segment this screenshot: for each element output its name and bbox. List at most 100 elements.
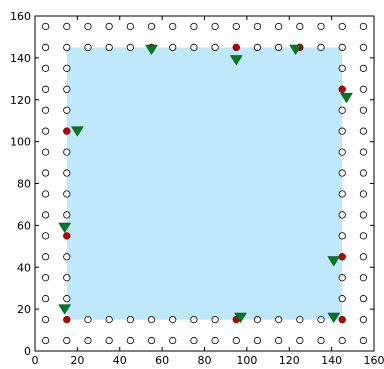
grid-point: [190, 315, 198, 324]
red-point: [338, 253, 346, 261]
grid-point: [41, 64, 50, 72]
grid-point: [63, 169, 71, 177]
x-tick-label: 0: [32, 354, 39, 367]
y-tick-label: 160: [10, 10, 31, 23]
x-axis: 0 20 40 60 80 100 120 140 160: [32, 16, 384, 367]
grid-point: [359, 22, 368, 31]
grid-point: [63, 253, 71, 261]
grid-point: [41, 190, 50, 198]
grid-point: [41, 295, 50, 303]
red-point: [338, 316, 346, 324]
y-axis: 0 20 40 60 80 100 120 140 160: [10, 10, 374, 358]
grid-point: [41, 274, 50, 282]
grid-point: [359, 295, 368, 303]
green-triangles-layer: [58, 44, 353, 324]
grid-point: [41, 315, 50, 324]
grid-point: [338, 190, 346, 198]
grid-point: [147, 315, 156, 324]
shaded-region: [66, 47, 343, 320]
grid-point: [63, 336, 71, 345]
grid-point: [126, 43, 134, 52]
grid-point: [317, 336, 325, 345]
grid-point: [169, 315, 177, 324]
grid-point: [126, 315, 134, 324]
grid-point: [169, 336, 177, 345]
grid-point: [359, 85, 368, 93]
grid-point: [41, 43, 50, 52]
green-triangle: [58, 222, 72, 234]
grid-point: [359, 232, 368, 240]
grid-point: [296, 315, 304, 324]
grid-point: [41, 22, 50, 31]
red-point: [63, 127, 71, 135]
y-tick-label: 120: [10, 94, 31, 107]
y-tick-label: 0: [24, 345, 31, 358]
grid-point: [338, 22, 346, 31]
grid-point: [105, 22, 113, 31]
grid-point: [41, 336, 50, 345]
grid-point: [41, 211, 50, 219]
grid-point: [84, 22, 92, 31]
grid-point: [359, 169, 368, 177]
grid-point: [296, 22, 304, 31]
grid-point: [359, 211, 368, 219]
red-point: [232, 43, 240, 51]
grid-point: [169, 22, 177, 31]
grid-point: [63, 190, 71, 198]
grid-point: [253, 22, 262, 31]
grid-point: [253, 315, 262, 324]
grid-point: [359, 253, 368, 261]
grid-point: [359, 315, 368, 324]
grid-point: [211, 43, 219, 52]
grid-point: [317, 43, 325, 52]
y-tick-label: 40: [17, 261, 31, 274]
grid-point: [359, 336, 368, 345]
green-triangle: [229, 55, 243, 66]
grid-point: [147, 336, 156, 345]
grid-point: [147, 22, 156, 31]
red-points-layer: [63, 43, 346, 324]
grid-point: [359, 64, 368, 72]
red-point: [63, 316, 71, 324]
grid-point: [126, 22, 134, 31]
green-triangle: [327, 312, 341, 324]
x-tick-label: 120: [279, 354, 300, 367]
x-tick-label: 20: [70, 354, 84, 367]
grid-point: [41, 85, 50, 93]
y-tick-label: 20: [17, 303, 31, 316]
grid-point: [41, 169, 50, 177]
grid-point: [338, 106, 346, 114]
grid-point: [338, 169, 346, 177]
y-tick-label: 80: [17, 178, 31, 191]
green-triangle: [70, 126, 84, 137]
grid-point: [126, 336, 134, 345]
x-tick-label: 80: [198, 354, 212, 367]
grid-point: [41, 127, 50, 135]
x-tick-label: 100: [236, 354, 257, 367]
grid-point: [63, 64, 71, 72]
grid-point: [211, 22, 219, 31]
grid-point: [41, 106, 50, 114]
grid-point: [63, 85, 71, 93]
grid-point: [338, 295, 346, 303]
x-tick-label: 160: [364, 354, 384, 367]
grid-point: [338, 64, 346, 72]
grid-point: [211, 336, 219, 345]
x-tick-label: 140: [321, 354, 342, 367]
grid-point: [359, 148, 368, 156]
grid-point: [41, 232, 50, 240]
grid-point: [338, 336, 346, 345]
grid-point: [84, 43, 92, 52]
grid-point: [317, 22, 325, 31]
grid-point: [359, 43, 368, 52]
y-tick-label: 140: [10, 52, 31, 65]
grid-point: [338, 127, 346, 135]
grid-point: [359, 106, 368, 114]
grid-point: [84, 336, 92, 345]
red-point: [338, 85, 346, 93]
grid-point: [63, 211, 71, 219]
grid-point: [359, 190, 368, 198]
grid-point: [296, 336, 304, 345]
grid-point: [105, 315, 113, 324]
grid-point: [63, 106, 71, 114]
